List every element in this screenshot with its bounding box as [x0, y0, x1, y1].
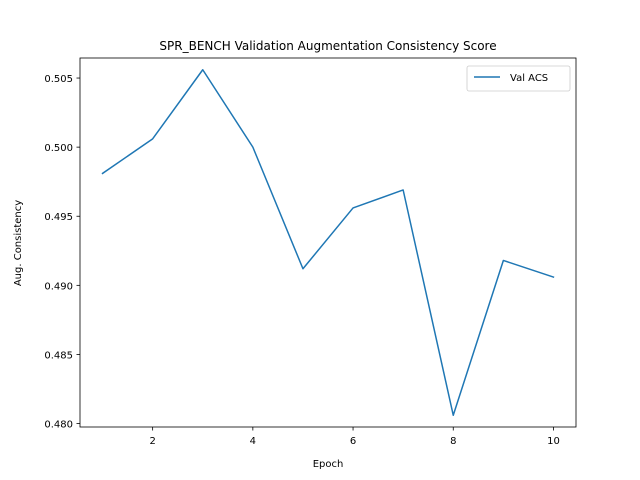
x-tick-label: 4: [250, 436, 256, 447]
legend: Val ACS: [466, 65, 571, 92]
y-axis-label: Aug. Consistency: [13, 200, 24, 286]
series-layer: [101, 69, 555, 416]
x-tick-label: 10: [547, 436, 560, 447]
x-tick-label: 8: [450, 436, 456, 447]
series-line-0: [101, 69, 555, 416]
plot-area: 2 4 6 8 10 0.480 0.485 0.490 0.495 0.500 0.505: [44, 57, 577, 447]
plot-frame: [79, 57, 577, 428]
y-tick-label: 0.480: [44, 420, 73, 431]
y-tick-label: 0.505: [44, 74, 73, 85]
y-axis: 0.480 0.485 0.490 0.495 0.500 0.505: [44, 74, 80, 431]
y-tick-label: 0.485: [44, 350, 73, 361]
x-axis-label: Epoch: [313, 459, 344, 470]
y-tick-label: 0.495: [44, 212, 73, 223]
y-tick-label: 0.500: [44, 143, 73, 154]
y-tick-label: 0.490: [44, 281, 73, 292]
x-axis: 2 4 6 8 10: [149, 427, 560, 447]
x-tick-label: 6: [350, 436, 356, 447]
x-tick-label: 2: [149, 436, 155, 447]
chart-title: SPR_BENCH Validation Augmentation Consis…: [159, 39, 496, 53]
legend-box: [466, 65, 571, 92]
legend-label: Val ACS: [510, 73, 548, 84]
